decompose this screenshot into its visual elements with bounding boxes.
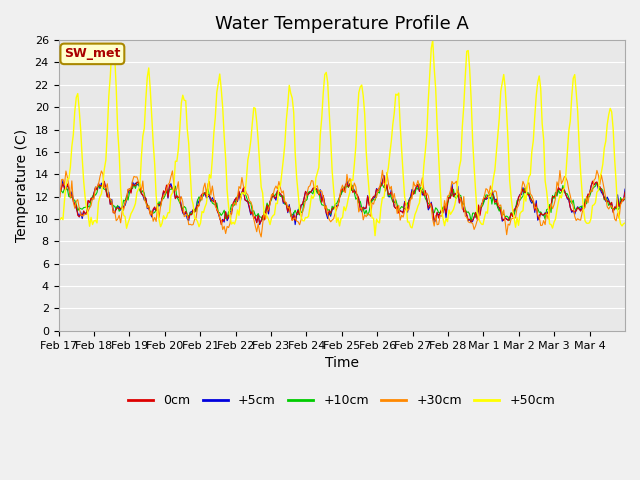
- +50cm: [92, 217, 99, 223]
- +10cm: [620, 196, 627, 202]
- 0cm: [92, 185, 99, 191]
- +30cm: [379, 168, 387, 173]
- Y-axis label: Temperature (C): Temperature (C): [15, 129, 29, 242]
- X-axis label: Time: Time: [324, 356, 359, 370]
- Legend: 0cm, +5cm, +10cm, +30cm, +50cm: 0cm, +5cm, +10cm, +30cm, +50cm: [124, 389, 560, 412]
- Line: +30cm: +30cm: [58, 170, 625, 237]
- +30cm: [621, 195, 629, 201]
- 0cm: [380, 173, 388, 179]
- +30cm: [92, 184, 99, 190]
- +10cm: [134, 179, 142, 184]
- +50cm: [546, 221, 554, 227]
- +5cm: [620, 198, 627, 204]
- +10cm: [348, 188, 355, 193]
- +5cm: [546, 204, 554, 210]
- +50cm: [429, 37, 436, 43]
- 0cm: [218, 222, 225, 228]
- +10cm: [92, 192, 99, 198]
- Line: +50cm: +50cm: [58, 40, 625, 236]
- +5cm: [621, 186, 629, 192]
- Line: +5cm: +5cm: [58, 175, 625, 225]
- +30cm: [461, 213, 469, 219]
- +30cm: [546, 209, 554, 215]
- +30cm: [348, 181, 355, 187]
- +5cm: [256, 222, 264, 228]
- +5cm: [380, 172, 388, 178]
- +10cm: [460, 201, 468, 206]
- +10cm: [54, 197, 62, 203]
- +10cm: [546, 202, 554, 207]
- +5cm: [54, 192, 62, 198]
- Text: SW_met: SW_met: [64, 48, 120, 60]
- 0cm: [546, 204, 554, 210]
- 0cm: [348, 183, 355, 189]
- +50cm: [461, 73, 469, 79]
- +50cm: [620, 221, 627, 227]
- +50cm: [371, 233, 379, 239]
- +30cm: [257, 234, 265, 240]
- +5cm: [92, 184, 99, 190]
- +5cm: [74, 210, 81, 216]
- +10cm: [467, 218, 475, 224]
- Line: +10cm: +10cm: [58, 181, 625, 221]
- +5cm: [348, 182, 355, 188]
- 0cm: [620, 198, 627, 204]
- +50cm: [346, 189, 354, 195]
- +50cm: [74, 91, 81, 96]
- 0cm: [461, 208, 469, 214]
- +10cm: [621, 197, 629, 203]
- 0cm: [54, 191, 62, 197]
- +50cm: [621, 220, 629, 226]
- +50cm: [54, 216, 62, 222]
- +5cm: [461, 208, 469, 214]
- +10cm: [74, 208, 81, 214]
- Title: Water Temperature Profile A: Water Temperature Profile A: [215, 15, 468, 33]
- +30cm: [620, 195, 627, 201]
- +30cm: [54, 196, 62, 202]
- +30cm: [74, 197, 81, 203]
- Line: 0cm: 0cm: [58, 176, 625, 225]
- 0cm: [74, 213, 81, 218]
- 0cm: [621, 189, 629, 195]
